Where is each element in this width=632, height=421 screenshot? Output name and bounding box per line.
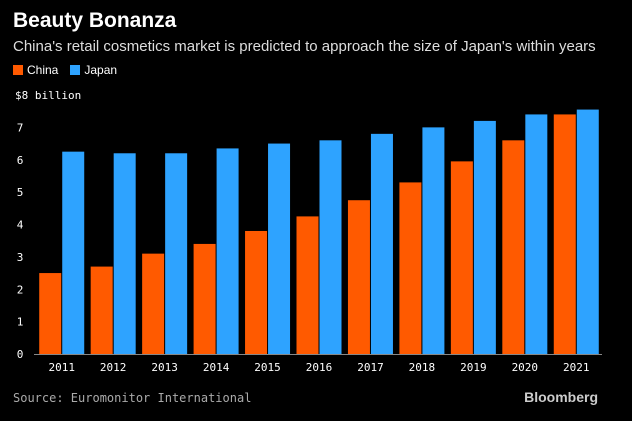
bar-china-2021 [553,114,576,354]
source-note: Source: Euromonitor International [13,391,252,405]
x-tick-label: 2013 [151,361,178,374]
bar-china-2020 [502,140,525,354]
bar-japan-2014 [216,148,239,354]
y-axis-label: $8 billion [15,89,81,102]
y-tick-label: 6 [17,154,24,167]
y-tick-label: 4 [17,219,24,232]
legend-label-china: China [27,63,59,77]
x-tick-label: 2021 [563,361,590,374]
bar-japan-2013 [165,153,188,354]
y-tick-label: 0 [17,348,24,361]
legend-item-japan: Japan [70,63,117,77]
bar-japan-2018 [422,127,445,354]
bar-japan-2020 [525,114,548,354]
bar-japan-2017 [370,133,393,354]
bar-china-2013 [142,253,165,354]
bar-japan-2015 [268,143,291,354]
bar-japan-2012 [113,153,136,354]
bar-china-2018 [399,182,422,354]
bar-china-2016 [296,216,319,354]
bar-china-2017 [347,200,370,354]
chart-title: Beauty Bonanza [13,9,177,32]
y-tick-label: 5 [17,186,24,199]
y-tick-label: 3 [17,251,24,264]
legend-swatch-japan [70,65,81,75]
legend-item-china: China [13,63,58,77]
chart-subtitle: China's retail cosmetics market is predi… [13,38,596,55]
x-tick-label: 2015 [254,361,281,374]
x-tick-label: 2019 [460,361,487,374]
bar-japan-2011 [62,151,85,354]
x-tick-label: 2012 [100,361,127,374]
x-tick-label: 2014 [203,361,230,374]
y-tick-label: 1 [17,316,24,329]
x-tick-label: 2016 [306,361,333,374]
y-tick-label: 2 [17,283,24,296]
bar-china-2015 [245,230,268,354]
x-tick-label: 2020 [512,361,539,374]
brand-logo: Bloomberg [524,389,598,405]
bar-china-2012 [90,266,113,354]
bar-japan-2016 [319,140,342,354]
x-tick-label: 2017 [357,361,384,374]
bar-china-2011 [39,273,62,354]
bar-china-2019 [450,161,473,354]
x-tick-label: 2018 [409,361,436,374]
x-tick-label: 2011 [48,361,75,374]
legend-swatch-china [13,65,23,75]
bar-japan-2021 [576,109,599,354]
y-tick-label: 7 [17,121,24,134]
bar-japan-2019 [473,120,496,355]
bar-china-2014 [193,243,216,354]
legend-label-japan: Japan [84,63,118,77]
legend: China Japan [13,63,129,77]
